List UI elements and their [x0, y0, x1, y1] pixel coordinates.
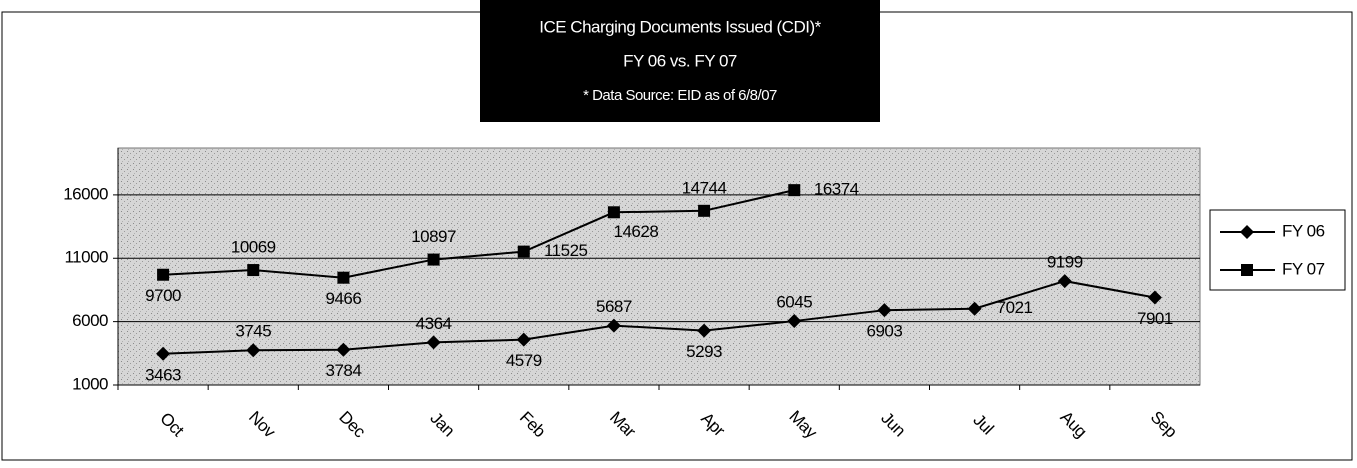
data-label: 4579: [506, 351, 542, 370]
data-label: 6045: [776, 293, 812, 312]
data-label: 4364: [416, 314, 452, 333]
legend-label: FY 07: [1282, 259, 1325, 278]
data-point: [607, 206, 620, 219]
series-line: [163, 189, 795, 279]
data-label: 6903: [867, 322, 903, 341]
data-label: 11525: [544, 241, 588, 260]
data-point: [606, 318, 621, 333]
data-point: [517, 245, 530, 258]
data-point: [426, 335, 441, 350]
data-point: [247, 264, 260, 277]
data-point: [697, 323, 712, 338]
legend-label: FY 06: [1282, 221, 1325, 240]
data-point: [516, 332, 531, 347]
data-point: [156, 346, 171, 361]
data-label: 9466: [326, 289, 362, 308]
data-label: 10069: [231, 238, 276, 257]
y-tick-label: 11000: [64, 248, 108, 267]
data-label: 9700: [145, 286, 181, 305]
data-label: 3463: [145, 365, 181, 384]
data-point: [967, 301, 982, 316]
chart-note: * Data Source: EID as of 6/8/07: [583, 87, 777, 104]
data-label: 9199: [1047, 253, 1083, 272]
data-point: [877, 303, 892, 318]
data-point: [336, 342, 351, 357]
data-label: 3784: [326, 361, 362, 380]
data-point: [788, 184, 801, 197]
data-point: [698, 204, 711, 217]
legend-box: [1209, 209, 1346, 291]
y-tick-label: 16000: [63, 184, 108, 203]
title-box: [480, 0, 880, 122]
data-point: [246, 343, 261, 358]
data-label: 5293: [686, 342, 722, 361]
data-point: [1147, 290, 1162, 305]
data-point: [337, 271, 350, 284]
plot-area: [117, 147, 1201, 386]
data-label: 3745: [235, 322, 271, 341]
data-point: [1240, 225, 1254, 239]
data-label: 7021: [997, 298, 1033, 317]
data-point: [787, 314, 802, 329]
chart-subtitle: FY 06 vs. FY 07: [623, 51, 737, 70]
data-label: 7901: [1137, 309, 1173, 328]
data-point: [427, 253, 440, 266]
series-line: [163, 280, 1156, 355]
data-label: 10897: [411, 227, 456, 246]
data-label: 14628: [614, 222, 659, 241]
data-point: [1057, 274, 1072, 289]
y-tick-label: 1000: [72, 374, 108, 393]
y-tick-label: 6000: [72, 311, 108, 330]
data-point: [157, 268, 170, 281]
data-label: 5687: [596, 297, 632, 316]
chart-title: ICE Charging Documents Issued (CDI)*: [539, 17, 821, 36]
data-label: 14744: [682, 178, 727, 197]
data-point: [1241, 264, 1253, 276]
data-label: 16374: [814, 180, 859, 199]
